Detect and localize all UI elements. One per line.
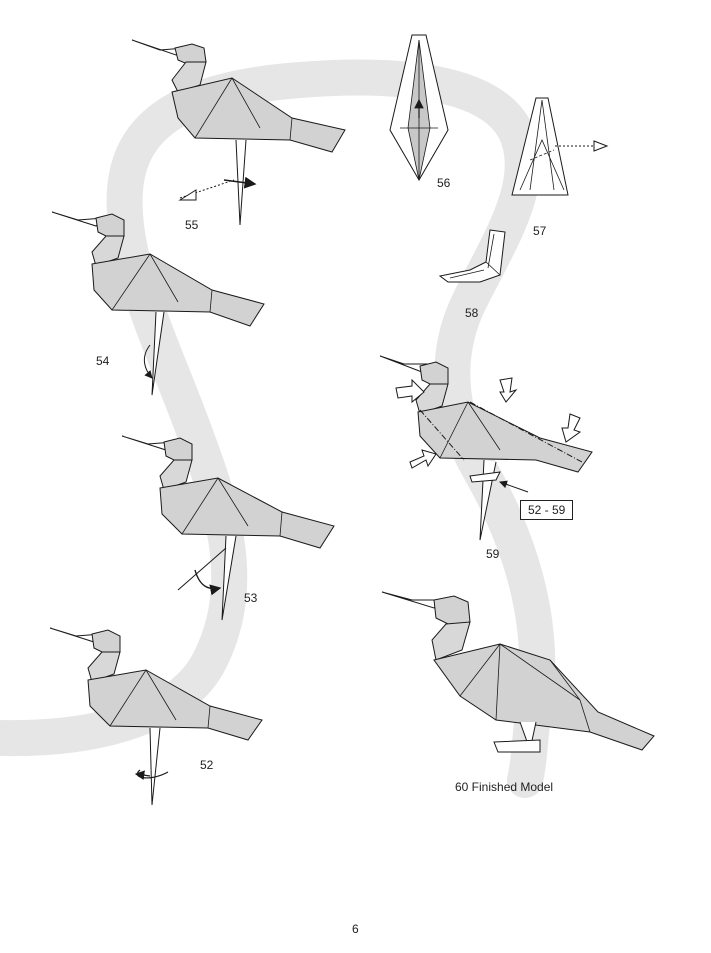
bird-step-59: [379, 355, 593, 541]
step-label-55: 55: [185, 218, 199, 232]
bird-finished-model: [381, 591, 655, 753]
step-label-57: 57: [533, 224, 547, 238]
step-label-56: 56: [437, 176, 451, 190]
step-label-59: 59: [486, 547, 500, 561]
foot-step-56: [389, 34, 449, 181]
foot-step-57: [511, 97, 609, 196]
bird-step-52: [49, 627, 263, 806]
step-label-52: 52: [200, 758, 214, 772]
page-number: 6: [352, 922, 359, 936]
bird-step-53: [121, 435, 335, 621]
foot-step-58: [438, 229, 506, 283]
reference-box-52-59: 52 - 59: [520, 500, 574, 520]
step-label-60-finished: 60 Finished Model: [455, 780, 554, 794]
bird-step-54: [51, 211, 265, 396]
step-label-53: 53: [244, 591, 258, 605]
step-label-54: 54: [96, 354, 110, 368]
step-label-58: 58: [465, 306, 479, 320]
bird-step-55: [131, 39, 346, 226]
